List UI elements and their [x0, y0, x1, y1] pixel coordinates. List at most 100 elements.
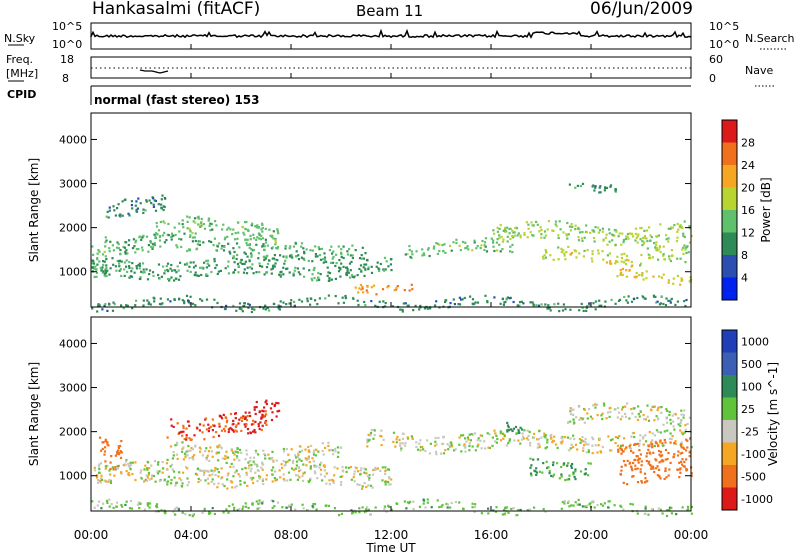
heatmap-cell — [668, 255, 671, 258]
heatmap-cell — [684, 246, 687, 249]
heatmap-cell — [619, 273, 622, 276]
heatmap-cell — [220, 467, 223, 470]
heatmap-cell — [271, 402, 274, 405]
heatmap-cell — [293, 269, 296, 272]
heatmap-cell — [652, 467, 655, 470]
heatmap-cell — [177, 269, 180, 272]
heatmap-cell — [332, 479, 335, 482]
heatmap-cell — [99, 481, 102, 484]
heatmap-cell — [646, 452, 649, 455]
heatmap-cell — [213, 298, 216, 301]
heatmap-cell — [679, 424, 682, 427]
cpid-label: CPID — [7, 88, 36, 101]
heatmap-cell — [535, 473, 538, 476]
heatmap-cell — [390, 478, 393, 481]
heatmap-cell — [227, 272, 230, 275]
heatmap-cell — [245, 241, 248, 244]
heatmap-cell — [481, 239, 484, 243]
heatmap-cell — [193, 434, 196, 437]
heatmap-cell — [157, 263, 161, 266]
heatmap-cell — [204, 450, 207, 453]
heatmap-cell — [655, 244, 658, 247]
heatmap-cell — [588, 503, 591, 506]
heatmap-cell — [285, 267, 288, 271]
heatmap-cell — [279, 300, 282, 303]
heatmap-cell — [409, 500, 412, 503]
heatmap-cell — [653, 405, 656, 408]
heatmap-cell — [566, 436, 570, 439]
heatmap-cell — [216, 445, 219, 448]
heatmap-cell — [279, 254, 282, 257]
heatmap-cell — [309, 465, 312, 468]
heatmap-cell — [411, 253, 414, 256]
heatmap-cell — [216, 301, 219, 305]
heatmap-cell — [557, 234, 560, 237]
heatmap-cell — [614, 243, 617, 246]
heatmap-cell — [649, 257, 652, 260]
heatmap-cell — [197, 477, 200, 480]
heatmap-cell — [617, 450, 620, 453]
heatmap-cell — [572, 473, 575, 476]
heatmap-cell — [447, 448, 450, 451]
heatmap-cell — [106, 269, 109, 272]
heatmap-cell — [543, 254, 546, 257]
heatmap-cell — [630, 408, 633, 411]
heatmap-cell — [581, 182, 585, 185]
heatmap-cell — [227, 511, 230, 514]
heatmap-cell — [641, 236, 645, 239]
heatmap-cell — [264, 401, 267, 404]
heatmap-cell — [273, 477, 276, 480]
heatmap-cell — [131, 207, 134, 210]
heatmap-cell — [552, 473, 556, 476]
heatmap-cell — [218, 425, 221, 428]
heatmap-cell — [116, 449, 119, 452]
heatmap-cell — [182, 426, 185, 430]
colorbar-swatch — [722, 330, 737, 353]
power-panel-frame — [90, 112, 692, 308]
heatmap-cell — [585, 231, 588, 234]
freq-panel: Freq. [MHz] 18 8 60 0 Nave — [6, 53, 775, 87]
heatmap-cell — [104, 446, 107, 449]
heatmap-cell — [322, 258, 325, 261]
heatmap-cell — [493, 249, 496, 253]
heatmap-cell — [274, 262, 277, 265]
heatmap-cell — [98, 468, 101, 471]
heatmap-cell — [150, 241, 153, 244]
heatmap-cell — [186, 262, 189, 265]
heatmap-cell — [290, 467, 294, 470]
heatmap-cell — [660, 460, 663, 463]
heatmap-cell — [408, 248, 411, 252]
heatmap-cell — [559, 228, 562, 231]
heatmap-cell — [435, 453, 438, 456]
heatmap-cell — [552, 439, 555, 443]
heatmap-cell — [385, 260, 388, 263]
heatmap-cell — [506, 424, 510, 427]
heatmap-cell — [462, 507, 465, 510]
heatmap-cell — [290, 253, 293, 257]
heatmap-cell — [271, 450, 274, 453]
heatmap-cell — [624, 448, 627, 451]
heatmap-cell — [166, 436, 169, 439]
heatmap-cell — [254, 471, 257, 474]
heatmap-cell — [135, 208, 138, 211]
heatmap-cell — [308, 460, 311, 464]
heatmap-cell — [96, 504, 99, 507]
heatmap-cell — [630, 260, 633, 264]
x-tick-label: 12:00 — [374, 528, 409, 542]
heatmap-cell — [261, 479, 264, 482]
heatmap-cell — [136, 207, 139, 210]
heatmap-cell — [668, 508, 671, 511]
heatmap-cell — [181, 447, 184, 450]
heatmap-cell — [111, 257, 114, 260]
station-title: Hankasalmi (fitACF) — [92, 0, 260, 19]
heatmap-cell — [135, 299, 138, 302]
heatmap-cell — [591, 260, 594, 263]
heatmap-cell — [251, 222, 254, 225]
heatmap-cell — [116, 207, 119, 210]
heatmap-cell — [135, 248, 138, 251]
heatmap-cell — [596, 504, 599, 507]
heatmap-cell — [350, 260, 353, 263]
heatmap-cell — [201, 469, 204, 472]
heatmap-cell — [653, 242, 656, 245]
